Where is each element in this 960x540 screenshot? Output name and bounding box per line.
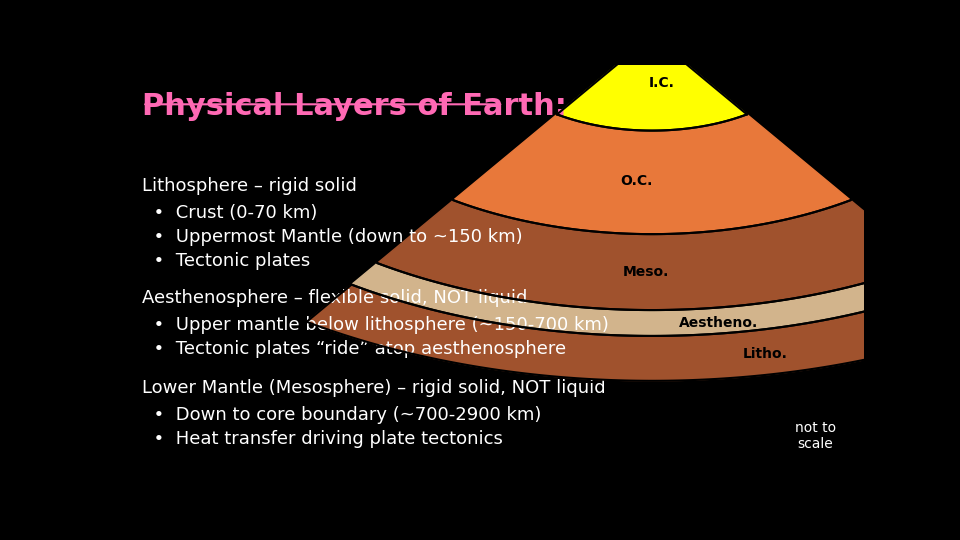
Text: •  Uppermost Mantle (down to ~150 km): • Uppermost Mantle (down to ~150 km) bbox=[142, 228, 523, 246]
Text: Lower Mantle (Mesosphere) – rigid solid, NOT liquid: Lower Mantle (Mesosphere) – rigid solid,… bbox=[142, 379, 606, 397]
Text: I.C.: I.C. bbox=[649, 76, 675, 90]
Text: Litho.: Litho. bbox=[742, 347, 787, 361]
Polygon shape bbox=[453, 114, 851, 234]
Text: Meso.: Meso. bbox=[622, 265, 669, 279]
Text: •  Upper mantle below lithosphere (~150-700 km): • Upper mantle below lithosphere (~150-7… bbox=[142, 316, 610, 334]
Text: •  Down to core boundary (~700-2900 km): • Down to core boundary (~700-2900 km) bbox=[142, 406, 541, 424]
Polygon shape bbox=[377, 200, 926, 310]
Text: •  Crust (0-70 km): • Crust (0-70 km) bbox=[142, 204, 318, 222]
Polygon shape bbox=[351, 263, 952, 336]
Text: •  Heat transfer driving plate tectonics: • Heat transfer driving plate tectonics bbox=[142, 430, 503, 448]
Text: •  Tectonic plates: • Tectonic plates bbox=[142, 252, 311, 270]
Text: Lithosphere – rigid solid: Lithosphere – rigid solid bbox=[142, 177, 357, 195]
Text: •  Tectonic plates “ride” atop aesthenosphere: • Tectonic plates “ride” atop aesthenosp… bbox=[142, 341, 566, 359]
Text: Aesthenosphere – flexible solid, NOT liquid: Aesthenosphere – flexible solid, NOT liq… bbox=[142, 289, 528, 307]
Text: not to
scale: not to scale bbox=[795, 421, 836, 451]
Text: Aestheno.: Aestheno. bbox=[679, 316, 758, 330]
Polygon shape bbox=[557, 36, 747, 131]
Text: O.C.: O.C. bbox=[620, 174, 653, 188]
Polygon shape bbox=[306, 285, 960, 381]
Text: Physical Layers of Earth:: Physical Layers of Earth: bbox=[142, 92, 567, 121]
